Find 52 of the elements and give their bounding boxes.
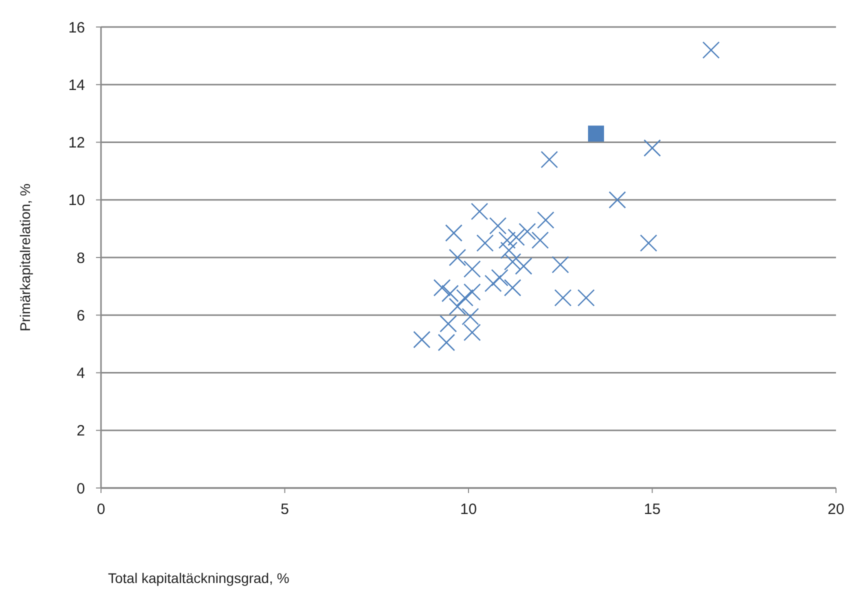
- y-tick-label: 6: [76, 307, 85, 324]
- point: [489, 217, 507, 234]
- y-tick-label: 14: [68, 76, 85, 94]
- x-tick-label: 20: [828, 501, 844, 518]
- point: [448, 248, 466, 266]
- point: [448, 298, 466, 316]
- point: [577, 289, 595, 306]
- y-tick-label: 10: [68, 192, 85, 210]
- point: [518, 222, 536, 240]
- point: [588, 126, 604, 142]
- point: [500, 242, 518, 259]
- point: [554, 289, 572, 306]
- y-tick-label: 8: [76, 250, 85, 267]
- point: [464, 283, 481, 301]
- x-tick-label: 10: [460, 501, 477, 518]
- y-tick-label: 12: [68, 134, 85, 152]
- x-tick-label: 0: [96, 501, 106, 518]
- x-tick-label: 5: [280, 501, 289, 518]
- point: [491, 269, 508, 286]
- point: [445, 224, 462, 242]
- point: [702, 41, 720, 59]
- point: [438, 334, 456, 352]
- point: [441, 284, 459, 302]
- x-axis-title: Total kapitaltäckningsgrad, %: [108, 570, 290, 586]
- point: [464, 260, 481, 278]
- point: [484, 274, 502, 292]
- point: [504, 253, 522, 270]
- y-tick-label: 16: [68, 19, 85, 36]
- point: [470, 202, 488, 220]
- point: [504, 279, 522, 296]
- point: [433, 279, 451, 296]
- point: [644, 139, 661, 157]
- point: [532, 232, 549, 249]
- y-tick-label: 0: [76, 480, 85, 498]
- point: [640, 234, 658, 252]
- point: [462, 308, 479, 326]
- point: [552, 256, 570, 274]
- x-tick-label: 15: [644, 501, 661, 518]
- y-tick-label: 2: [76, 422, 85, 440]
- point: [498, 232, 516, 249]
- y-tick-label: 4: [76, 365, 85, 382]
- point: [608, 191, 626, 209]
- point: [440, 315, 457, 332]
- point: [476, 234, 494, 252]
- point: [540, 150, 558, 168]
- point: [537, 211, 554, 229]
- y-axis-title: Primärkapitalrelation, %: [17, 184, 33, 332]
- point: [456, 289, 474, 306]
- point: [464, 324, 481, 342]
- point: [508, 228, 525, 246]
- point: [413, 330, 430, 348]
- point: [514, 257, 532, 275]
